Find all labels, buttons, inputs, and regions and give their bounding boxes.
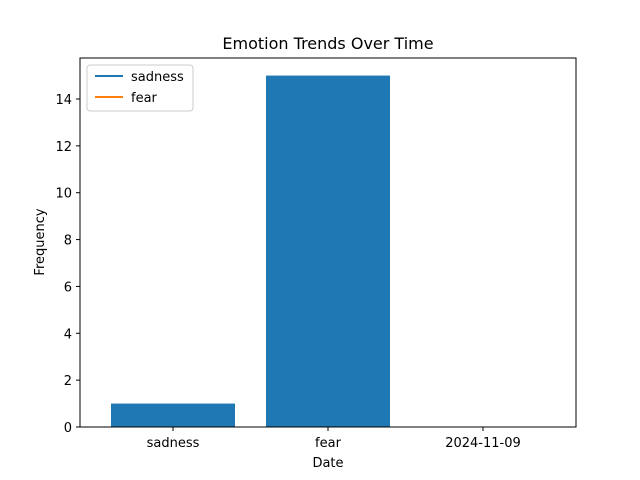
x-tick-label: 2024-11-09 — [445, 436, 521, 451]
y-tick-label: 14 — [55, 93, 72, 108]
bars-layer — [111, 75, 390, 428]
x-axis-ticks: sadness fear 2024-11-09 — [147, 427, 521, 451]
legend-label-fear: fear — [131, 91, 158, 106]
bar-sadness — [111, 403, 235, 427]
y-tick-label: 0 — [64, 421, 72, 436]
chart-title: Emotion Trends Over Time — [222, 34, 433, 53]
x-tick-label: fear — [315, 436, 342, 451]
y-tick-label: 12 — [55, 140, 72, 155]
y-tick-label: 2 — [64, 374, 72, 389]
x-axis-label: Date — [312, 456, 343, 471]
y-tick-label: 4 — [64, 327, 72, 342]
legend-label-sadness: sadness — [131, 70, 184, 85]
y-tick-label: 6 — [64, 280, 72, 295]
y-tick-label: 8 — [64, 234, 72, 249]
plot-area-frame — [79, 57, 577, 428]
bar-fear — [266, 75, 390, 428]
x-tick-label: sadness — [147, 436, 200, 451]
y-axis-label: Frequency — [33, 208, 48, 275]
legend: sadness fear — [86, 64, 194, 112]
y-axis-ticks: 0 2 4 6 8 10 12 14 — [55, 93, 80, 436]
y-tick-label: 10 — [55, 187, 72, 202]
